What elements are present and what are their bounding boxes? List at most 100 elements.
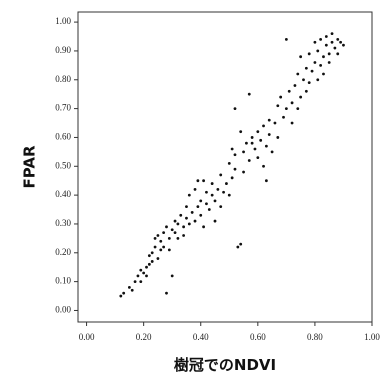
- point: [296, 107, 300, 111]
- y-tick-label: 0.40: [55, 189, 71, 199]
- point: [330, 40, 334, 44]
- point: [333, 46, 337, 50]
- point: [250, 141, 254, 145]
- point: [213, 219, 217, 223]
- point: [196, 179, 200, 183]
- x-tick-label: 1.00: [364, 332, 380, 342]
- point: [145, 265, 148, 269]
- point: [176, 222, 180, 226]
- point: [299, 55, 303, 59]
- point: [264, 144, 268, 148]
- point: [153, 236, 157, 240]
- point: [210, 193, 214, 197]
- point: [225, 182, 228, 185]
- point: [259, 138, 263, 142]
- point: [187, 193, 191, 197]
- point: [159, 248, 163, 252]
- y-tick-label: 0.70: [55, 103, 71, 113]
- point: [196, 205, 200, 209]
- point: [316, 49, 320, 53]
- point: [185, 216, 188, 220]
- point: [276, 136, 280, 139]
- point: [267, 118, 271, 122]
- point: [262, 164, 265, 168]
- point: [159, 239, 163, 243]
- point: [176, 236, 180, 240]
- point: [153, 245, 157, 249]
- point: [150, 260, 154, 263]
- point: [253, 147, 257, 151]
- point: [339, 40, 343, 44]
- point: [293, 84, 297, 87]
- point: [290, 101, 294, 105]
- point: [330, 32, 334, 36]
- point: [202, 179, 205, 183]
- x-tick-label: 0.00: [79, 332, 95, 342]
- point: [264, 179, 268, 183]
- point: [342, 43, 345, 47]
- point: [167, 236, 171, 240]
- point: [322, 72, 325, 76]
- point: [233, 167, 237, 171]
- point: [162, 245, 166, 249]
- point: [219, 173, 223, 177]
- point: [127, 285, 131, 289]
- point: [324, 35, 328, 38]
- point: [307, 52, 311, 56]
- point: [173, 231, 177, 235]
- point: [133, 280, 137, 284]
- point: [284, 107, 288, 111]
- point: [136, 274, 140, 278]
- point: [219, 205, 223, 209]
- point: [322, 55, 325, 59]
- point: [290, 121, 294, 125]
- point: [227, 193, 231, 197]
- point: [284, 37, 288, 41]
- x-tick-label: 0.20: [136, 332, 152, 342]
- y-tick-label: 0.10: [55, 276, 71, 286]
- point: [230, 147, 234, 151]
- point: [205, 190, 208, 194]
- point: [147, 262, 151, 266]
- point: [122, 291, 126, 295]
- point: [205, 202, 208, 206]
- point: [222, 190, 225, 194]
- point: [256, 156, 260, 160]
- x-tick-label: 0.60: [250, 332, 266, 342]
- point: [313, 40, 317, 44]
- point: [236, 245, 240, 249]
- point: [213, 199, 217, 203]
- point: [187, 222, 191, 226]
- point: [227, 161, 231, 165]
- point: [182, 234, 186, 237]
- point: [262, 124, 265, 128]
- point: [242, 170, 245, 174]
- point: [167, 248, 171, 252]
- point: [230, 176, 234, 180]
- point: [247, 92, 251, 96]
- point: [282, 115, 285, 119]
- point: [130, 288, 134, 292]
- x-tick-label: 0.40: [193, 332, 209, 342]
- point: [319, 63, 323, 67]
- point: [250, 136, 254, 139]
- point: [190, 211, 194, 214]
- point: [145, 274, 148, 278]
- point: [202, 225, 205, 229]
- point: [324, 43, 328, 47]
- point: [139, 280, 143, 284]
- point: [296, 72, 300, 76]
- point: [147, 254, 151, 258]
- point: [150, 251, 154, 255]
- y-axis-label: FPAR: [21, 145, 39, 188]
- point: [310, 69, 314, 73]
- point: [245, 141, 248, 145]
- point: [182, 225, 186, 229]
- plot-frame: [77, 11, 373, 323]
- x-axis-label: 樹冠でのNDVI: [174, 356, 276, 374]
- y-tick-label: 0.60: [55, 132, 71, 142]
- point: [139, 268, 143, 272]
- point: [156, 234, 160, 237]
- point: [313, 61, 317, 64]
